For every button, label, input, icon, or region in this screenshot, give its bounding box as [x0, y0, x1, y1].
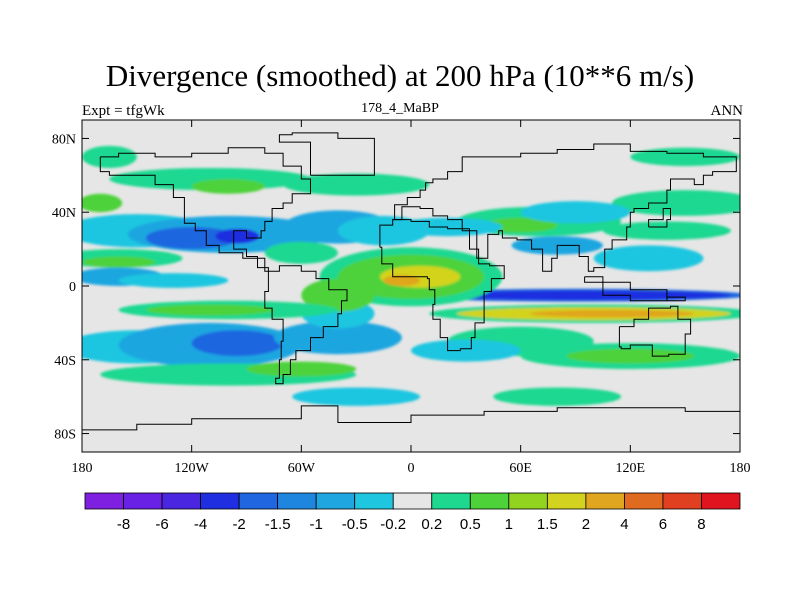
coastline-segment — [379, 219, 505, 352]
coastline-outline — [82, 132, 740, 431]
field-patch — [411, 339, 521, 362]
field-patch — [273, 321, 402, 355]
colorbar-label: 2 — [582, 516, 590, 533]
colorbar-label: 8 — [697, 516, 705, 533]
colorbar-swatch — [508, 492, 548, 510]
x-tick-label: 180 — [730, 461, 751, 476]
colorbar-swatch — [315, 492, 356, 510]
colorbar-swatch — [624, 492, 664, 510]
colorbar-label: 1.5 — [537, 516, 558, 533]
colorbar-label: 0.5 — [460, 516, 481, 533]
colorbar-swatch — [662, 492, 702, 510]
y-tick-label: 40N — [52, 206, 76, 221]
x-axis: 180 120W 60W 0 60E 120E 180 — [72, 120, 751, 476]
field-patch — [630, 147, 740, 167]
colorbar-label: -6 — [155, 516, 168, 533]
field-patch — [292, 387, 421, 406]
coastline-segment — [264, 265, 348, 385]
x-tick-label: 120E — [616, 461, 646, 476]
field-patch — [264, 241, 338, 264]
field-patch — [145, 226, 238, 250]
colorbar-swatch — [392, 492, 433, 510]
field-patch — [191, 330, 284, 357]
field-patch — [529, 309, 695, 318]
case-label: 178_4_MaBP — [361, 101, 439, 116]
colorbar-label: -2 — [232, 516, 245, 533]
colorbar-swatch — [277, 492, 317, 510]
coastline-segment — [278, 132, 375, 176]
field-patch — [283, 173, 430, 196]
x-tick-label: 60W — [288, 461, 316, 476]
y-tick-label: 80N — [52, 132, 76, 147]
colorbar-label: -8 — [117, 516, 130, 533]
field-patch — [246, 361, 357, 377]
coastline-segment — [82, 405, 740, 431]
colorbar-swatch — [161, 492, 201, 510]
x-tick-label: 0 — [408, 461, 415, 476]
field-patch — [484, 217, 558, 233]
field-patch — [82, 256, 156, 268]
chart-title: Divergence (smoothed) at 200 hPa (10**6 … — [105, 58, 695, 93]
x-tick-label: 60E — [509, 461, 532, 476]
field-patch — [383, 274, 421, 287]
coastline-segment — [584, 276, 686, 302]
field-patch — [82, 193, 123, 213]
x-tick-label: 180 — [72, 461, 93, 476]
coastline-segment — [99, 147, 311, 272]
field-patch — [520, 201, 631, 224]
field-patch — [301, 278, 375, 312]
coastline-segment — [618, 305, 692, 357]
colorbar-swatch — [123, 492, 163, 510]
colorbar-label: -4 — [194, 516, 207, 533]
field-patch — [593, 245, 704, 272]
divergence-field — [82, 132, 740, 431]
colorbar-swatch — [238, 492, 279, 510]
coastline-segment — [648, 208, 671, 228]
colorbar-swatch — [546, 492, 587, 510]
colorbar: -8 -6 -4 -2 -1.5 -1 -0.5 -0.2 0.2 0.5 1 1.5 2 4 6 8 — [84, 492, 741, 533]
colorbar-swatch — [431, 492, 471, 510]
colorbar-label: 6 — [659, 516, 667, 533]
field-patch — [612, 190, 740, 216]
x-tick-label: 120W — [175, 461, 210, 476]
field-patch — [145, 304, 274, 316]
season-label: ANN — [710, 103, 744, 119]
field-patch — [438, 290, 731, 300]
field-patch — [493, 387, 622, 406]
y-axis: 80N 40N 0 40S 80S — [52, 132, 740, 443]
colorbar-swatch — [701, 492, 741, 510]
colorbar-swatch — [200, 492, 240, 510]
colorbar-label: 0.2 — [421, 516, 442, 533]
y-tick-label: 0 — [69, 280, 76, 295]
colorbar-label: 4 — [620, 516, 628, 533]
field-patch — [191, 179, 265, 194]
colorbar-label: 1 — [505, 516, 513, 533]
y-tick-label: 80S — [54, 428, 76, 443]
colorbar-swatch — [469, 492, 510, 510]
colorbar-label: -1.5 — [265, 516, 291, 533]
field-patch — [602, 221, 731, 240]
colorbar-swatch — [585, 492, 625, 510]
colorbar-label: -1 — [310, 516, 323, 533]
coastline-segment — [392, 143, 737, 272]
y-tick-label: 40S — [54, 354, 76, 369]
field-patch — [566, 348, 695, 364]
colorbar-swatch — [84, 492, 124, 510]
colorbar-label: -0.5 — [342, 516, 368, 533]
field-patch — [118, 273, 229, 288]
field-patch — [215, 228, 260, 244]
experiment-label: Expt = tfgWk — [82, 103, 165, 119]
colorbar-label: -0.2 — [380, 516, 406, 533]
colorbar-swatch — [354, 492, 394, 510]
